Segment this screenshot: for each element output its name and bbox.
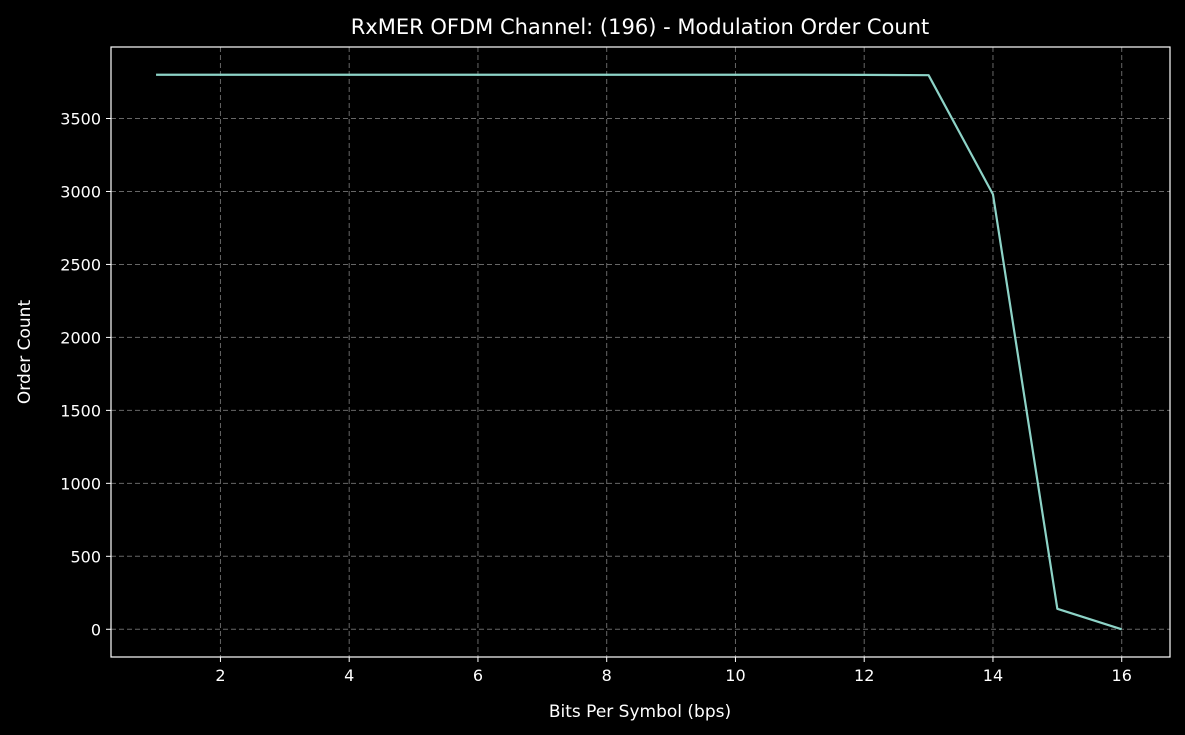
y-tick-label: 3500 <box>60 110 101 129</box>
grid-layer <box>111 47 1170 657</box>
x-tick-label: 10 <box>725 666 745 685</box>
y-tick-label: 1500 <box>60 401 101 420</box>
chart-title: RxMER OFDM Channel: (196) - Modulation O… <box>351 15 930 39</box>
x-tick-label: 16 <box>1112 666 1132 685</box>
series-line-0 <box>156 73 1123 631</box>
y-tick-label: 3000 <box>60 182 101 201</box>
x-tick-label: 8 <box>602 666 612 685</box>
tick-layer: 2 4 6 8 10 12 14 16 0 500 1000 1500 2000 2500 3000 3500 <box>60 110 1132 685</box>
series-layer <box>156 73 1123 631</box>
x-tick-label: 14 <box>983 666 1003 685</box>
y-tick-label: 2500 <box>60 255 101 274</box>
plot-frame <box>110 46 1171 658</box>
y-tick-label: 500 <box>70 547 101 566</box>
x-axis-label: Bits Per Symbol (bps) <box>549 702 731 722</box>
y-axis-label: Order Count <box>15 300 35 405</box>
y-tick-label: 2000 <box>60 328 101 347</box>
x-tick-label: 4 <box>344 666 354 685</box>
x-tick-label: 12 <box>854 666 874 685</box>
x-tick-label: 2 <box>215 666 225 685</box>
y-tick-label: 0 <box>91 620 101 639</box>
y-tick-label: 1000 <box>60 474 101 493</box>
x-tick-label: 6 <box>473 666 483 685</box>
